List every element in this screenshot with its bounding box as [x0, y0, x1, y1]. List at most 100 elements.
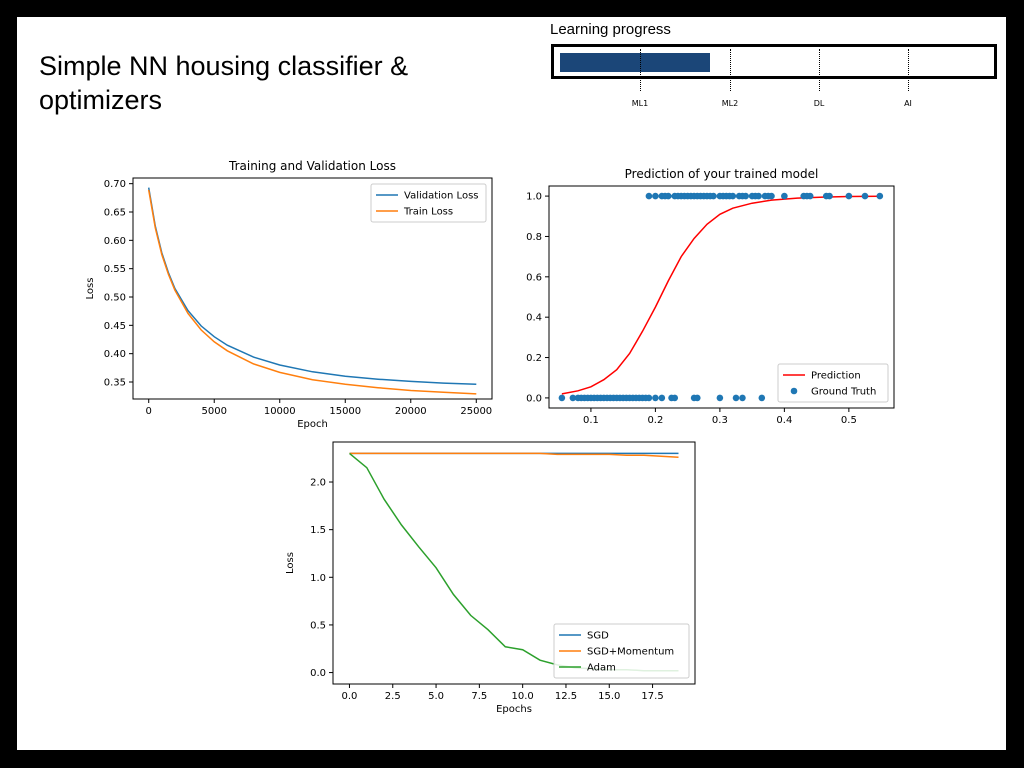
y-tick-label: 1.0 [310, 573, 326, 584]
ground-truth-point [768, 192, 775, 200]
series-line-prediction [561, 195, 882, 395]
ground-truth-point [755, 192, 762, 200]
y-tick-label: 0.60 [104, 236, 126, 247]
progress-label: Learning progress [550, 21, 671, 38]
legend-box [777, 363, 889, 403]
milestone-dl-marker [819, 49, 820, 91]
legend-label: SGD+Momentum [587, 647, 674, 658]
ground-truth-point [558, 394, 566, 402]
y-tick-label: 0.0 [310, 668, 326, 679]
plot-frame [132, 177, 493, 400]
series-line-train-loss [147, 189, 477, 395]
y-tick-label: 0.4 [526, 313, 542, 324]
ground-truth-point [806, 192, 814, 200]
ground-truth-point [658, 394, 666, 402]
ground-truth-point [732, 394, 740, 402]
y-axis-label: Loss [285, 552, 296, 574]
progress-fill [560, 53, 710, 72]
x-axis-label: Epochs [496, 704, 532, 715]
legend-label: Prediction [811, 371, 861, 382]
ground-truth-point [694, 394, 701, 402]
x-tick-label: 0.4 [776, 415, 792, 426]
legend-label: Adam [587, 663, 616, 674]
ground-truth-point [742, 192, 749, 200]
milestone-dl-label: DL [813, 99, 825, 108]
progress-track [551, 44, 997, 79]
y-axis-label: Loss [85, 278, 96, 300]
ground-truth-point [826, 192, 833, 200]
ground-truth-point [710, 192, 717, 200]
x-tick-label: 5.0 [428, 691, 444, 702]
ground-truth-point [645, 192, 653, 200]
slide: Simple NN housing classifier & optimizer… [17, 17, 1006, 750]
x-tick-label: 0.3 [712, 415, 728, 426]
x-tick-label: 17.5 [641, 691, 663, 702]
plot-frame [548, 185, 895, 409]
legend-marker [790, 387, 798, 395]
legend-label: Ground Truth [811, 387, 876, 398]
ground-truth-point [861, 192, 869, 200]
y-tick-label: 2.0 [310, 478, 326, 489]
y-tick-label: 0.65 [104, 208, 126, 219]
slide-title: Simple NN housing classifier & optimizer… [39, 51, 409, 115]
x-tick-label: 15.0 [598, 691, 620, 702]
milestone-ml2-marker [730, 49, 731, 91]
x-tick-label: 25000 [460, 406, 492, 417]
y-tick-label: 0.8 [526, 232, 542, 243]
chart-title: Prediction of your trained model [625, 167, 819, 181]
x-tick-label: 5000 [202, 406, 227, 417]
loss-chart: Training and Validation Loss 0 5000 10000 15… [85, 159, 493, 430]
ground-truth-point [569, 394, 577, 402]
milestone-ai-marker [908, 49, 909, 91]
chart-title: Training and Validation Loss [228, 159, 396, 173]
ground-truth-point [781, 192, 788, 200]
series-line-sgd-momentum [349, 452, 679, 458]
ground-truth-point [729, 192, 737, 200]
x-tick-label: 10000 [264, 406, 296, 417]
ground-truth-point [845, 192, 853, 200]
x-tick-label: 2.5 [385, 691, 401, 702]
ground-truth-point [876, 192, 884, 200]
x-tick-label: 12.5 [555, 691, 577, 702]
milestone-ml2-label: ML2 [721, 99, 739, 108]
milestone-ml1-label: ML1 [631, 99, 649, 108]
y-tick-label: 0.40 [104, 349, 126, 360]
y-tick-label: 0.45 [104, 321, 126, 332]
y-tick-label: 1.0 [526, 192, 542, 203]
milestone-ai-label: AI [904, 99, 912, 108]
ground-truth-point [645, 394, 653, 402]
y-tick-label: 0.70 [104, 179, 126, 190]
ground-truth-point [664, 192, 672, 200]
legend-box [370, 183, 487, 223]
prediction-chart: Prediction of your trained model 0.1 0.2 0.… [526, 167, 895, 426]
x-tick-label: 0.2 [647, 415, 663, 426]
y-tick-label: 0.6 [526, 272, 542, 283]
y-tick-label: 1.5 [310, 525, 326, 536]
legend-label: SGD [587, 631, 609, 642]
ground-truth-point [739, 394, 746, 402]
y-tick-label: 0.55 [104, 264, 126, 275]
x-tick-label: 20000 [395, 406, 427, 417]
y-tick-label: 0.5 [310, 620, 326, 631]
y-tick-label: 0.35 [104, 378, 126, 389]
y-tick-label: 0.0 [526, 393, 542, 404]
ground-truth-point [716, 394, 724, 402]
x-tick-label: 0.1 [583, 415, 599, 426]
legend-label: Train Loss [403, 207, 453, 218]
legend-box [553, 623, 690, 679]
x-tick-label: 0.5 [841, 415, 857, 426]
x-tick-label: 10.0 [512, 691, 534, 702]
optimizer-chart: 0.0 2.5 5.0 7.5 10.0 12.5 15.0 17.5 0.0 0.5 1.0 1.5… [285, 441, 696, 715]
ground-truth-point [652, 394, 659, 402]
ground-truth-point [758, 394, 766, 402]
ground-truth-point [652, 192, 659, 200]
x-axis-label: Epoch [297, 419, 328, 430]
x-tick-label: 0 [146, 406, 152, 417]
x-tick-label: 15000 [329, 406, 361, 417]
milestone-ml1-marker [640, 49, 641, 91]
x-tick-label: 7.5 [471, 691, 487, 702]
ground-truth-point [671, 394, 679, 402]
x-tick-label: 0.0 [342, 691, 358, 702]
legend-label: Validation Loss [404, 191, 479, 202]
plot-frame [332, 441, 696, 685]
